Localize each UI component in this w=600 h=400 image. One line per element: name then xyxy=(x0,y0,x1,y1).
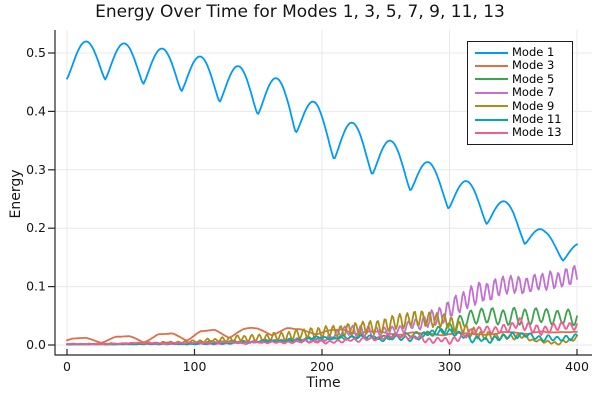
legend-entry-label: Mode 1 xyxy=(512,44,555,59)
x-tick-label: 0 xyxy=(63,359,71,374)
y-tick-label: 0.0 xyxy=(26,337,46,352)
legend-entry-label: Mode 9 xyxy=(512,98,555,113)
y-tick-label: 0.4 xyxy=(26,103,46,118)
legend-line-sample xyxy=(475,132,508,135)
chart-title: Energy Over Time for Modes 1, 3, 5, 7, 9… xyxy=(95,2,505,22)
x-axis-label: Time xyxy=(306,375,341,391)
y-tick-label: 0.2 xyxy=(26,220,46,235)
x-tick-label: 300 xyxy=(438,359,462,374)
legend-line-sample xyxy=(475,51,508,54)
legend-entry: Mode 9 xyxy=(468,100,572,113)
series-line-mode-3 xyxy=(66,327,578,344)
legend-line-sample xyxy=(475,118,508,121)
legend: Mode 1 Mode 3 Mode 5 Mode 7 Mode 9 Mode 11 Mod… xyxy=(467,41,573,145)
y-axis-label: Energy xyxy=(8,169,24,219)
legend-line-sample xyxy=(475,78,508,81)
legend-entry-label: Mode 13 xyxy=(512,125,562,140)
series-line-mode-1 xyxy=(66,40,578,262)
legend-entry: Mode 3 xyxy=(468,59,572,72)
y-tick-label: 0.1 xyxy=(26,279,46,294)
axis-spines xyxy=(54,30,592,356)
legend-entry: Mode 7 xyxy=(468,86,572,99)
legend-entry: Mode 11 xyxy=(468,113,572,126)
legend-entry-label: Mode 3 xyxy=(512,58,555,73)
legend-entry: Mode 13 xyxy=(468,126,572,139)
legend-line-sample xyxy=(475,65,508,68)
legend-entry-label: Mode 11 xyxy=(512,111,562,126)
legend-entry-label: Mode 5 xyxy=(512,71,555,86)
series-line-mode-13 xyxy=(66,317,578,346)
legend-line-sample xyxy=(475,91,508,94)
x-tick-label: 400 xyxy=(565,359,589,374)
legend-entry-label: Mode 7 xyxy=(512,85,555,100)
x-tick-label: 200 xyxy=(310,359,334,374)
y-tick-label: 0.5 xyxy=(26,45,46,60)
y-tick-label: 0.3 xyxy=(26,162,46,177)
x-tick-label: 100 xyxy=(183,359,207,374)
legend-entry: Mode 1 xyxy=(468,46,572,59)
legend-entry: Mode 5 xyxy=(468,73,572,86)
legend-line-sample xyxy=(475,105,508,108)
